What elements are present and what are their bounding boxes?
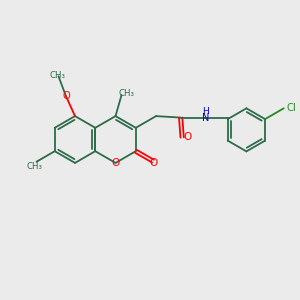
- Text: Cl: Cl: [286, 103, 296, 113]
- Text: O: O: [183, 133, 192, 142]
- Text: O: O: [149, 158, 157, 168]
- Text: H: H: [202, 106, 208, 116]
- Text: CH₃: CH₃: [49, 71, 65, 80]
- Text: CH₃: CH₃: [119, 89, 135, 98]
- Text: N: N: [202, 112, 209, 123]
- Text: O: O: [62, 91, 70, 100]
- Text: CH₃: CH₃: [27, 162, 43, 171]
- Text: O: O: [111, 158, 120, 169]
